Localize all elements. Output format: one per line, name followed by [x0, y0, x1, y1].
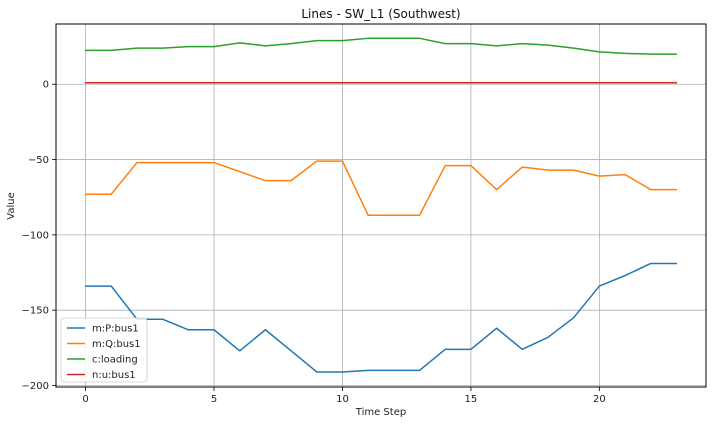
x-tick-label: 10 [336, 394, 349, 405]
legend-label: n:u:bus1 [92, 370, 136, 381]
chart-title: Lines - SW_L1 (Southwest) [301, 7, 460, 21]
legend: m:P:bus1 m:Q:bus1 c:loading n:u:bus1 [60, 317, 148, 383]
series-line-3 [84, 37, 678, 55]
y-tick-label: 0 [43, 80, 49, 91]
y-tick-label: −200 [22, 381, 49, 392]
y-tick-label: −50 [28, 155, 49, 166]
legend-label: c:loading [92, 355, 138, 366]
series-lines [84, 37, 678, 373]
y-tick-label: −100 [22, 230, 49, 241]
legend-label: m:P:bus1 [92, 324, 139, 335]
grid-lines [56, 24, 706, 387]
series-line-2 [84, 160, 678, 217]
legend-box [60, 317, 148, 383]
x-tick-label: 0 [82, 394, 88, 405]
series-line-1 [84, 262, 678, 373]
x-tick-label: 5 [211, 394, 217, 405]
y-tick-label: −150 [22, 306, 49, 317]
x-axis-label: Time Step [355, 407, 406, 418]
y-axis-label: Value [6, 192, 17, 219]
x-tick-label: 15 [465, 394, 478, 405]
plot-frame [55, 23, 707, 388]
legend-label: m:Q:bus1 [92, 339, 141, 350]
axis-ticks: 0 5 10 15 20 −200 −150 −100 −50 0 [22, 80, 606, 405]
x-tick-label: 20 [593, 394, 606, 405]
